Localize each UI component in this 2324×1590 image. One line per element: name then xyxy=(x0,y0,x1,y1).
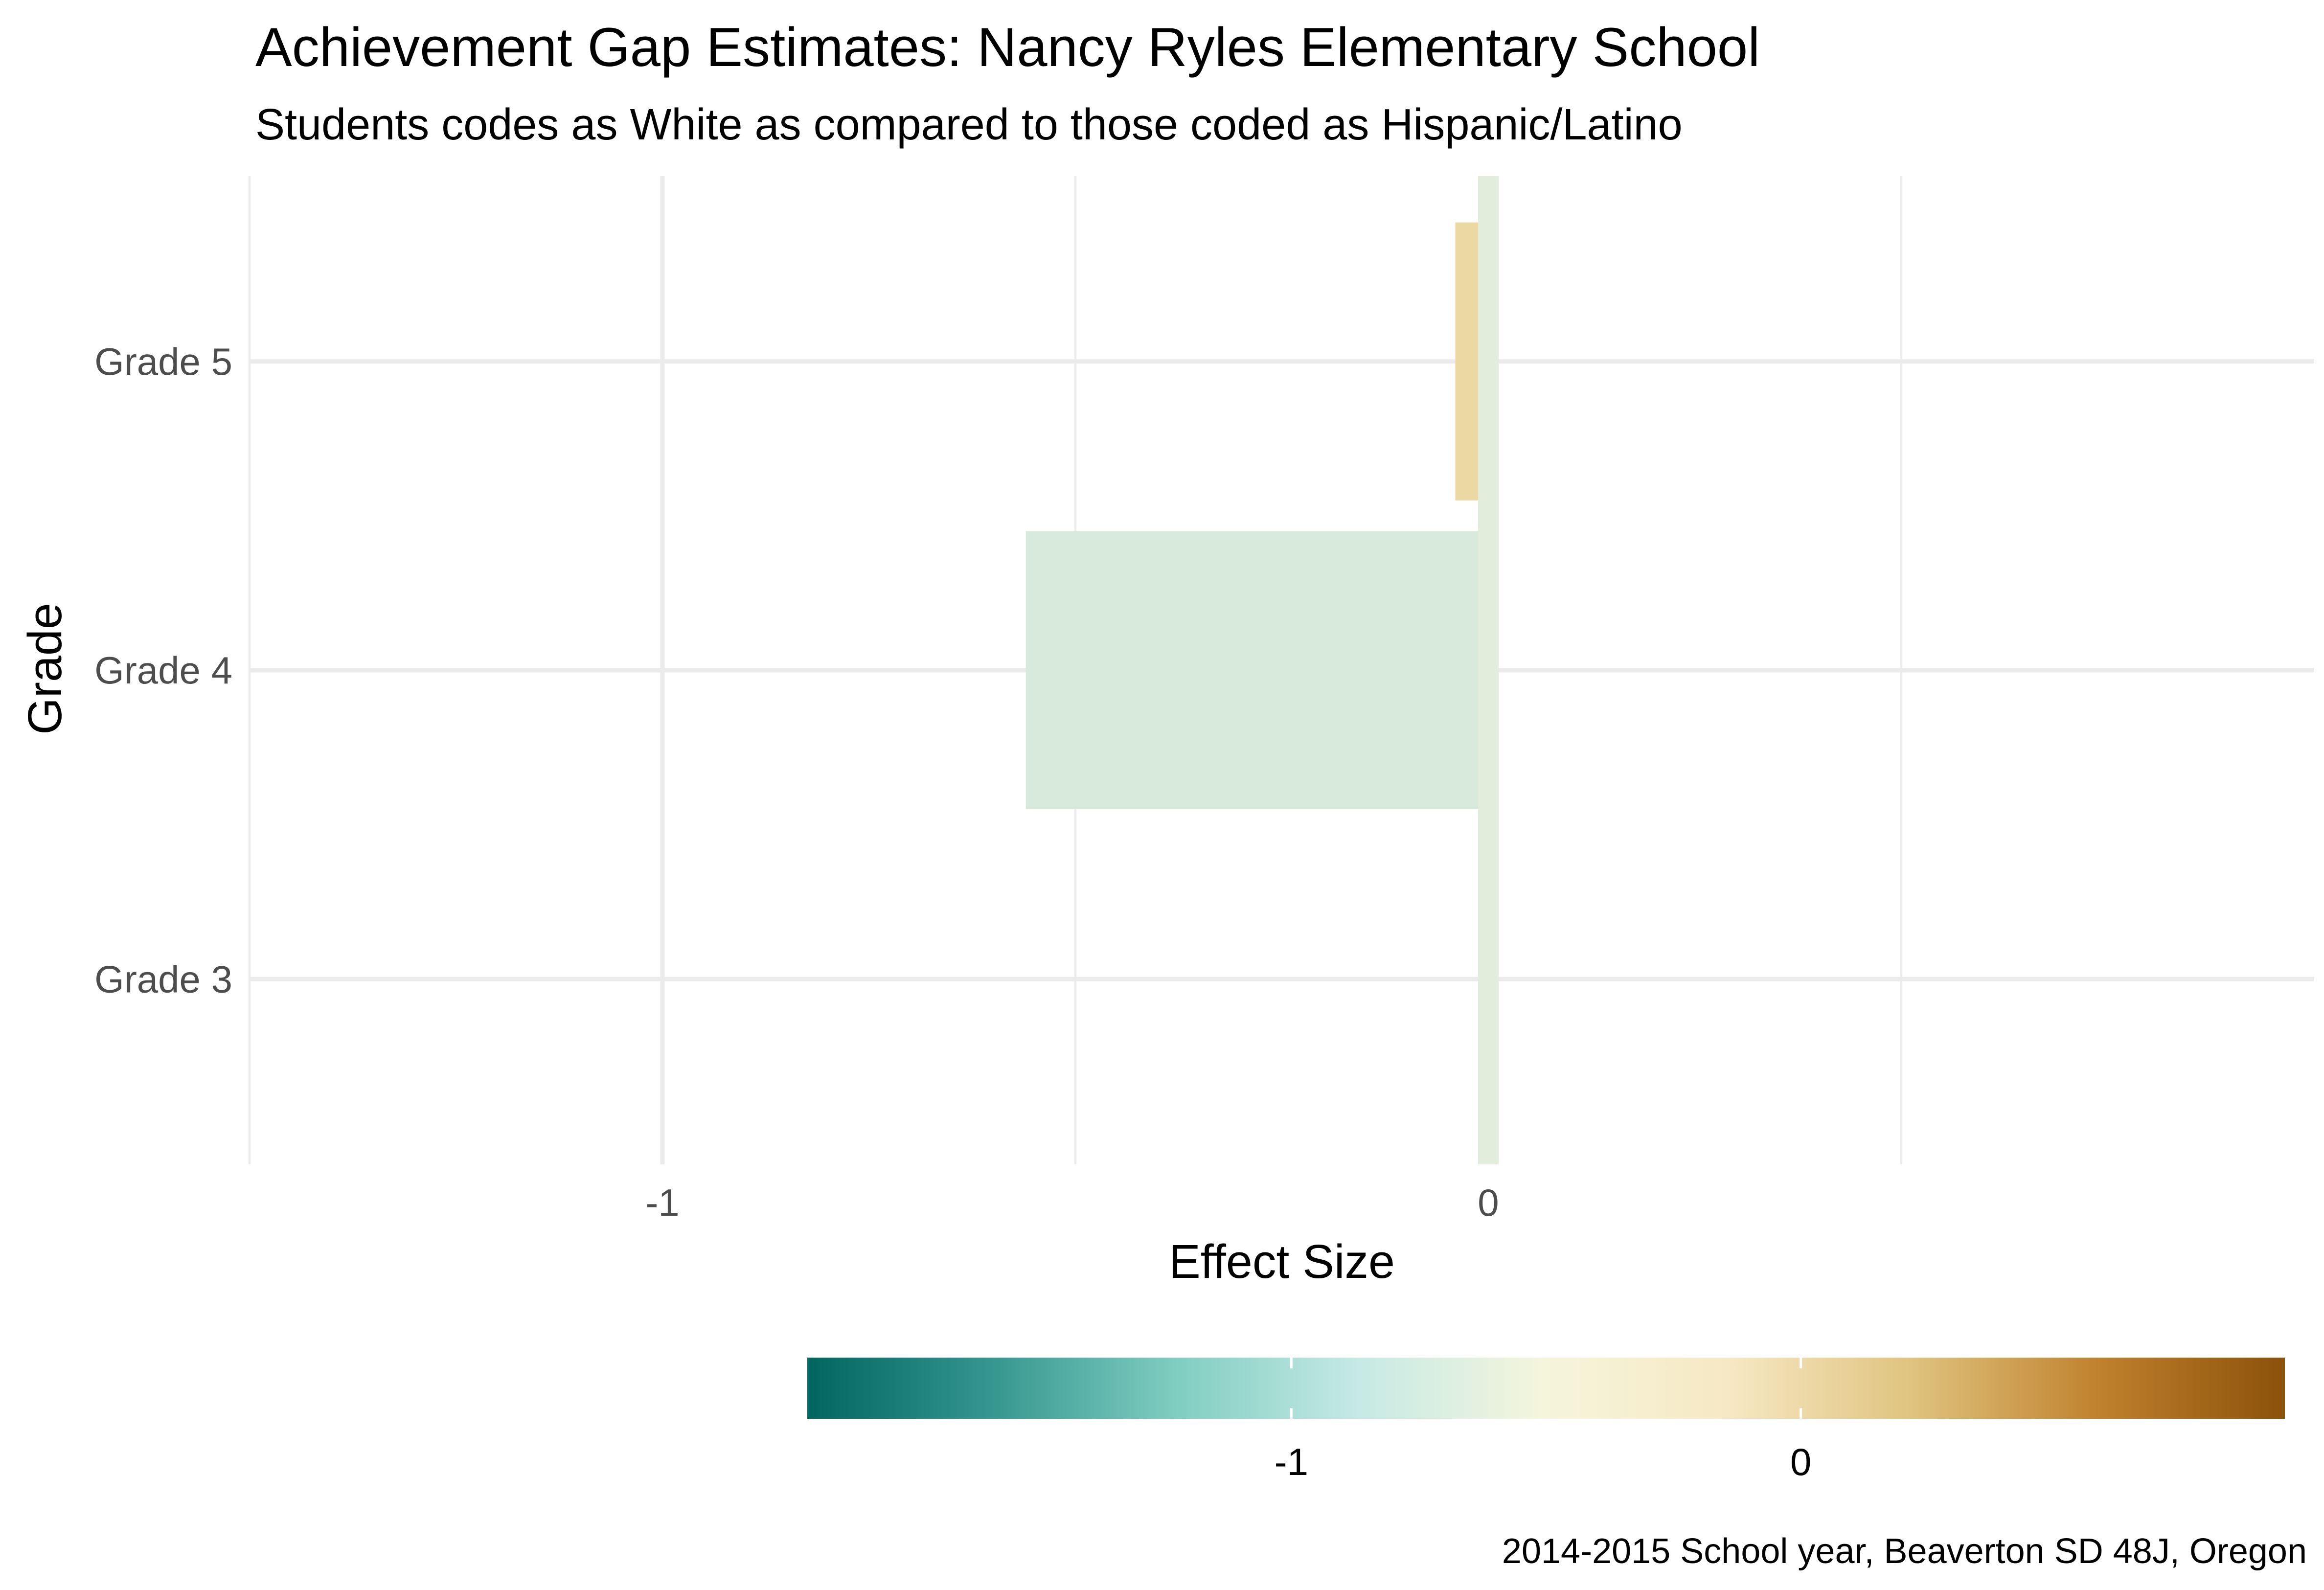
x-axis-ticks: -1 0 xyxy=(645,1181,1499,1224)
chart-caption: 2014-2015 School year, Beaverton SD 48J,… xyxy=(1502,1532,2307,1571)
legend-tick-label: -1 xyxy=(1275,1440,1308,1483)
legend-ticks: -1 0 xyxy=(1275,1358,1811,1483)
chart-title: Achievement Gap Estimates: Nancy Ryles E… xyxy=(255,17,1760,78)
x-axis-title: Effect Size xyxy=(1169,1235,1395,1288)
y-axis-title: Grade xyxy=(18,603,71,735)
bars xyxy=(1025,176,1499,1164)
chart-subtitle: Students codes as White as compared to t… xyxy=(255,100,1683,149)
zero-reference-line xyxy=(1478,176,1499,1164)
x-tick-label: 0 xyxy=(1478,1181,1499,1224)
y-axis-ticks: Grade 3 Grade 4 Grade 5 xyxy=(94,340,232,1001)
legend: -1 0 xyxy=(807,1358,2285,1483)
y-tick-label: Grade 5 xyxy=(94,340,232,383)
bar xyxy=(1025,531,1488,810)
legend-tick-label: 0 xyxy=(1790,1440,1811,1483)
legend-colorbar xyxy=(807,1358,2285,1419)
y-tick-label: Grade 4 xyxy=(94,649,232,692)
y-tick-label: Grade 3 xyxy=(94,957,232,1000)
x-tick-label: -1 xyxy=(645,1181,679,1224)
